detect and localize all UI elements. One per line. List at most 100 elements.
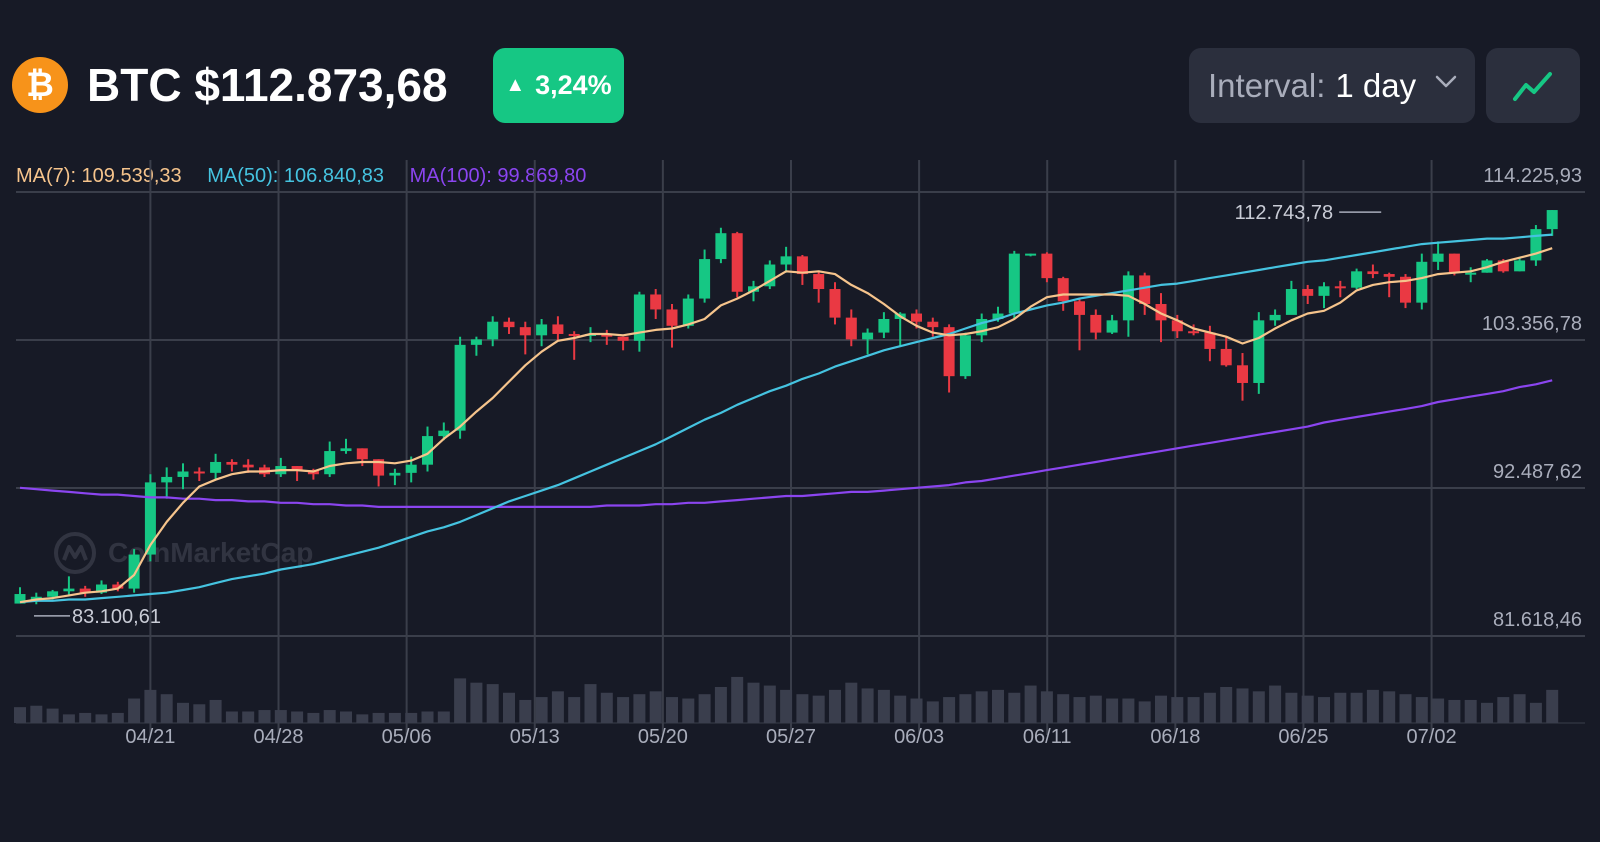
x-tick-label: 07/02 [1407,726,1457,748]
candle-down [356,448,368,460]
volume-bar [1203,692,1216,723]
volume-bar [421,711,434,723]
candle-down [1237,365,1248,383]
volume-bar [46,708,59,723]
volume-bar [649,691,662,723]
volume-bar [340,711,352,723]
candle-up [1465,272,1477,275]
volume-bar [356,714,369,723]
candle-up [1514,260,1526,272]
volume-bar [926,701,939,723]
ma50-line [19,233,1553,604]
volume-bar [1122,698,1135,723]
interval-select[interactable]: Interval: 1 day [1189,48,1475,123]
candle-up [1546,210,1558,230]
y-tick-label: 92.487,62 [1493,461,1582,483]
high-marker-label: 112.743,78 [1235,202,1334,224]
candle-up [340,448,352,452]
volume-bar [731,676,744,723]
candle-down [1302,289,1314,296]
moving-averages [19,233,1553,604]
ma-legend: MA(7): 109.539,33 MA(50): 106.840,83 MA(… [16,165,606,188]
chart-type-toggle[interactable] [1486,48,1580,123]
axis-labels: 114.225,93 103.356,78 92.487,62 81.618,46 04… [34,165,1582,748]
candle-up [780,256,792,265]
bitcoin-icon: ₿ [12,57,68,113]
candle-down [503,321,515,328]
x-tick-label: 06/25 [1278,726,1328,748]
change-badge: ▲ 3,24% [493,48,624,123]
candle-down [1334,286,1346,289]
volume-bar [682,698,695,723]
candle-down [796,256,808,275]
volume-bar [372,712,385,723]
candle-up [1106,320,1118,333]
volume-bar [959,694,972,723]
candle-down [1448,253,1460,273]
volume-bar [62,714,75,723]
candle-up [1253,320,1265,383]
volume-bar [910,698,923,723]
volume-bar [1138,701,1151,723]
volume-bar [763,685,776,723]
x-tick-label: 05/13 [510,726,560,748]
x-tick-label: 06/18 [1150,726,1200,748]
candle-down [731,233,743,292]
candle-down [601,333,613,337]
volume-bar [1513,694,1526,723]
candle-up [487,321,499,340]
candle-up [764,264,776,287]
volume-bar [1155,695,1167,723]
volume-bar [307,712,320,723]
candle-up [976,318,988,336]
candle-down [552,324,564,334]
candle-up [161,476,173,483]
volume-bar [225,711,238,723]
volume-bar [812,695,825,723]
volume-bar [600,692,613,723]
volume-bar [30,705,43,723]
candle-up [14,594,26,604]
candle-down [911,313,922,322]
candle-down [112,584,124,589]
volume-bar [1089,695,1102,723]
interval-value: 1 day [1335,66,1417,104]
candle-down [291,466,303,471]
candle-down [1139,275,1151,305]
volume-bar [1350,692,1363,723]
volume-bar [503,692,515,723]
candle-up [862,332,874,340]
ma100-line [19,379,1553,508]
candle-up [128,554,140,589]
triangle-up-icon: ▲ [505,74,526,96]
candle-down [1400,276,1411,303]
x-tick-label: 06/11 [1023,726,1072,748]
x-tick-label: 04/28 [253,726,303,748]
x-tick-label: 05/06 [382,726,432,748]
candle-up [422,436,433,465]
volume-bar [1497,697,1510,723]
candle-down [829,289,841,318]
candle-up [454,344,466,431]
volume-bar [519,699,532,723]
coinmarketcap-logo-icon [54,532,96,574]
candle-down [617,336,629,341]
volume-bar [1546,689,1559,723]
volume-bar [894,695,907,723]
candle-up [1285,289,1297,315]
volume-bar [829,689,841,723]
x-tick-label: 04/21 [125,726,175,748]
candle-up [210,461,222,473]
volume-bar [1383,691,1396,723]
candle-down [193,471,205,474]
candle-down [1204,332,1216,349]
volume-bar [1057,694,1070,723]
volume-bar [796,694,809,723]
candle-down [666,309,678,326]
candle-down [1367,271,1379,275]
volume-bar [1448,699,1461,723]
volume-bar [388,712,401,723]
line-chart-icon [1513,71,1552,101]
candle-up [47,591,59,597]
volume-bar [551,691,564,723]
